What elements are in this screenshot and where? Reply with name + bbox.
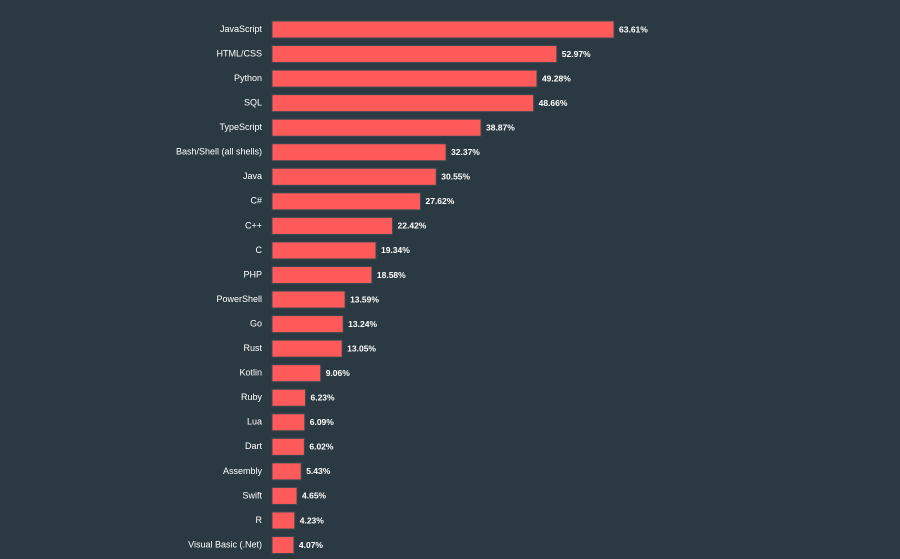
value-label: 6.02% xyxy=(309,442,334,452)
bar xyxy=(271,241,377,260)
value-label: 52.97% xyxy=(562,49,591,59)
value-label: 4.23% xyxy=(300,515,325,525)
value-label: 48.66% xyxy=(539,98,568,108)
category-label: Visual Basic (.Net) xyxy=(188,539,262,549)
value-label: 22.42% xyxy=(398,221,427,231)
category-label: Go xyxy=(250,318,262,328)
bar xyxy=(271,511,296,530)
bar xyxy=(271,536,295,555)
bar xyxy=(271,143,447,162)
value-label: 4.07% xyxy=(299,540,324,550)
category-label: PHP xyxy=(243,269,262,279)
category-label: Bash/Shell (all shells) xyxy=(176,147,262,157)
value-label: 18.58% xyxy=(377,270,406,280)
category-label: Dart xyxy=(245,441,263,451)
value-label: 13.05% xyxy=(347,343,376,353)
bar xyxy=(271,118,482,137)
category-label: Assembly xyxy=(223,466,263,476)
category-label: Ruby xyxy=(241,392,263,402)
category-label: Java xyxy=(243,171,262,181)
value-label: 38.87% xyxy=(486,122,515,132)
category-label: C xyxy=(256,245,263,255)
category-label: PowerShell xyxy=(216,294,262,304)
category-label: R xyxy=(256,515,263,525)
category-label: Swift xyxy=(242,490,262,500)
category-label: Kotlin xyxy=(239,368,262,378)
value-label: 6.09% xyxy=(310,417,335,427)
bar xyxy=(271,167,437,186)
bar xyxy=(271,45,558,64)
bar xyxy=(271,388,306,407)
category-label: TypeScript xyxy=(219,122,262,132)
category-label: HTML/CSS xyxy=(216,48,262,58)
value-label: 19.34% xyxy=(381,245,410,255)
bar xyxy=(271,486,298,505)
value-label: 63.61% xyxy=(619,24,648,34)
bar xyxy=(271,94,535,113)
bar xyxy=(271,69,538,88)
bar xyxy=(271,413,306,432)
bar xyxy=(271,20,615,39)
value-label: 13.59% xyxy=(350,294,379,304)
bar xyxy=(271,364,322,383)
bar xyxy=(271,462,302,481)
value-label: 13.24% xyxy=(348,319,377,329)
bar xyxy=(271,266,373,284)
bar xyxy=(271,339,343,358)
value-label: 30.55% xyxy=(441,172,470,182)
category-label: JavaScript xyxy=(220,24,263,34)
category-label: SQL xyxy=(244,98,262,108)
value-label: 27.62% xyxy=(425,196,454,206)
category-label: C++ xyxy=(245,220,262,230)
category-label: Lua xyxy=(247,417,262,427)
value-label: 5.43% xyxy=(306,466,331,476)
category-label: Python xyxy=(234,73,262,83)
bar xyxy=(271,216,394,235)
bar xyxy=(271,315,344,334)
value-label: 6.23% xyxy=(310,393,335,403)
category-label: Rust xyxy=(243,343,262,353)
value-label: 9.06% xyxy=(326,368,351,378)
value-label: 49.28% xyxy=(542,73,571,83)
bar xyxy=(271,290,346,309)
bar xyxy=(271,192,421,211)
value-label: 32.37% xyxy=(451,147,480,157)
bar xyxy=(271,437,305,456)
value-label: 4.65% xyxy=(302,491,327,501)
category-label: C# xyxy=(250,196,262,206)
